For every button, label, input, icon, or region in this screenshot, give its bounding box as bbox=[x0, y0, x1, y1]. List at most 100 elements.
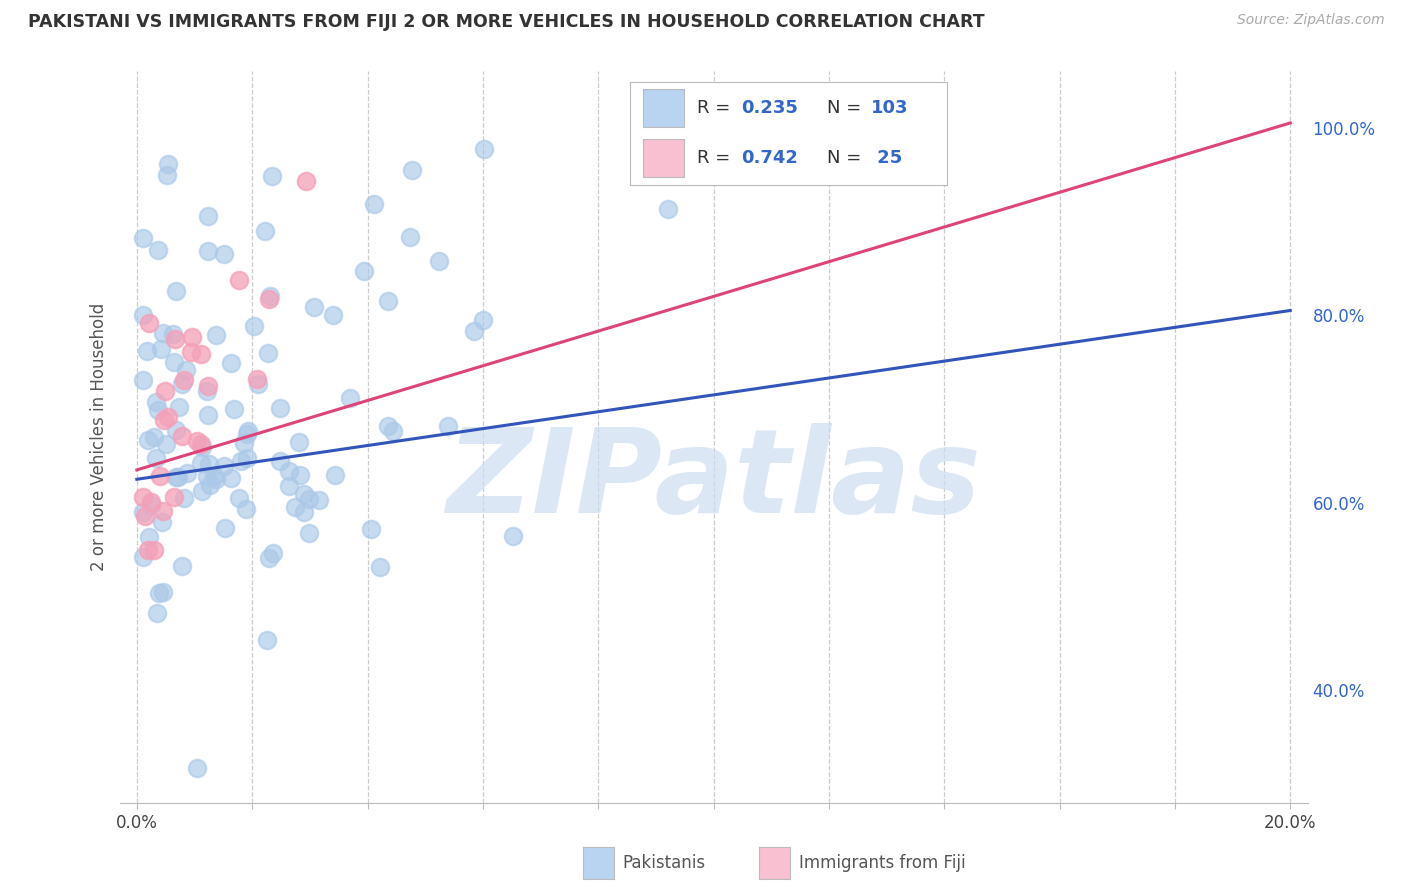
Point bbox=[145, 394, 167, 409]
Point bbox=[190, 346, 212, 360]
Point bbox=[138, 542, 160, 557]
Point bbox=[172, 428, 194, 442]
Point bbox=[195, 384, 218, 398]
Point bbox=[180, 344, 202, 359]
Point bbox=[152, 503, 174, 517]
Point bbox=[174, 363, 197, 377]
Point bbox=[243, 318, 266, 333]
Point bbox=[198, 457, 221, 471]
Point bbox=[191, 483, 214, 498]
Point bbox=[131, 490, 153, 504]
Point bbox=[657, 202, 679, 216]
Text: 0.235: 0.235 bbox=[741, 99, 799, 118]
Text: Source: ZipAtlas.com: Source: ZipAtlas.com bbox=[1237, 13, 1385, 28]
Text: N =: N = bbox=[827, 99, 866, 118]
Point bbox=[146, 403, 169, 417]
Point bbox=[152, 326, 174, 340]
Point bbox=[325, 468, 347, 483]
Point bbox=[246, 372, 269, 386]
Point bbox=[165, 284, 187, 298]
Point bbox=[163, 332, 186, 346]
Point bbox=[170, 559, 193, 574]
Point bbox=[288, 434, 311, 449]
Point bbox=[277, 479, 299, 493]
Point bbox=[292, 487, 315, 501]
Point bbox=[181, 330, 204, 344]
Text: Immigrants from Fiji: Immigrants from Fiji bbox=[799, 855, 966, 872]
Point bbox=[176, 466, 198, 480]
Point bbox=[259, 293, 281, 307]
Point bbox=[236, 424, 259, 438]
Point bbox=[139, 495, 162, 509]
Point bbox=[166, 469, 188, 483]
Text: ZIPatlas: ZIPatlas bbox=[446, 424, 981, 539]
Point bbox=[339, 392, 361, 406]
Point bbox=[463, 324, 485, 338]
Point bbox=[472, 142, 495, 156]
Point bbox=[269, 453, 291, 467]
Point bbox=[257, 346, 280, 360]
Point bbox=[134, 508, 156, 523]
Point bbox=[202, 469, 225, 483]
Point bbox=[228, 491, 250, 506]
Point bbox=[363, 196, 385, 211]
Point bbox=[172, 376, 194, 391]
Point bbox=[139, 498, 162, 512]
Point bbox=[165, 423, 187, 437]
Point bbox=[153, 384, 176, 398]
Point bbox=[138, 531, 160, 545]
Point bbox=[212, 458, 235, 473]
Point bbox=[131, 505, 153, 519]
Point bbox=[165, 470, 187, 484]
Point bbox=[197, 209, 219, 223]
Point bbox=[156, 157, 179, 171]
Point bbox=[146, 606, 169, 620]
Point bbox=[427, 253, 450, 268]
Point bbox=[232, 436, 254, 450]
Point bbox=[190, 436, 212, 450]
Point bbox=[290, 468, 312, 483]
Point bbox=[377, 418, 399, 433]
FancyBboxPatch shape bbox=[643, 89, 685, 128]
Point bbox=[131, 373, 153, 387]
Point bbox=[401, 163, 423, 178]
Point bbox=[381, 424, 404, 438]
Point bbox=[472, 313, 495, 327]
Point bbox=[436, 418, 458, 433]
Point bbox=[246, 377, 269, 392]
Point bbox=[186, 761, 208, 775]
Point bbox=[152, 585, 174, 599]
FancyBboxPatch shape bbox=[643, 138, 685, 177]
Text: 25: 25 bbox=[870, 149, 903, 167]
Point bbox=[198, 478, 221, 492]
Point bbox=[502, 528, 524, 542]
Point bbox=[353, 264, 375, 278]
Point bbox=[197, 379, 219, 393]
Point bbox=[148, 585, 170, 599]
Point bbox=[219, 356, 242, 370]
Point bbox=[197, 408, 219, 422]
Text: R =: R = bbox=[697, 149, 735, 167]
Point bbox=[131, 308, 153, 322]
Point bbox=[152, 515, 174, 529]
Text: PAKISTANI VS IMMIGRANTS FROM FIJI 2 OR MORE VEHICLES IN HOUSEHOLD CORRELATION CH: PAKISTANI VS IMMIGRANTS FROM FIJI 2 OR M… bbox=[28, 13, 984, 31]
Point bbox=[308, 493, 330, 508]
Point bbox=[360, 522, 382, 536]
Point bbox=[298, 525, 321, 540]
Point bbox=[377, 293, 399, 308]
Point bbox=[162, 326, 184, 341]
Point bbox=[368, 560, 391, 574]
Point bbox=[163, 354, 186, 368]
Text: N =: N = bbox=[827, 149, 866, 167]
Point bbox=[195, 469, 218, 483]
Point bbox=[142, 429, 165, 443]
Point bbox=[214, 521, 236, 535]
Point bbox=[298, 491, 321, 506]
Point bbox=[156, 168, 179, 182]
Y-axis label: 2 or more Vehicles in Household: 2 or more Vehicles in Household bbox=[90, 303, 108, 571]
Point bbox=[269, 401, 291, 415]
Point bbox=[224, 402, 246, 417]
Point bbox=[235, 502, 257, 516]
Point bbox=[186, 434, 208, 448]
Point bbox=[236, 427, 259, 442]
